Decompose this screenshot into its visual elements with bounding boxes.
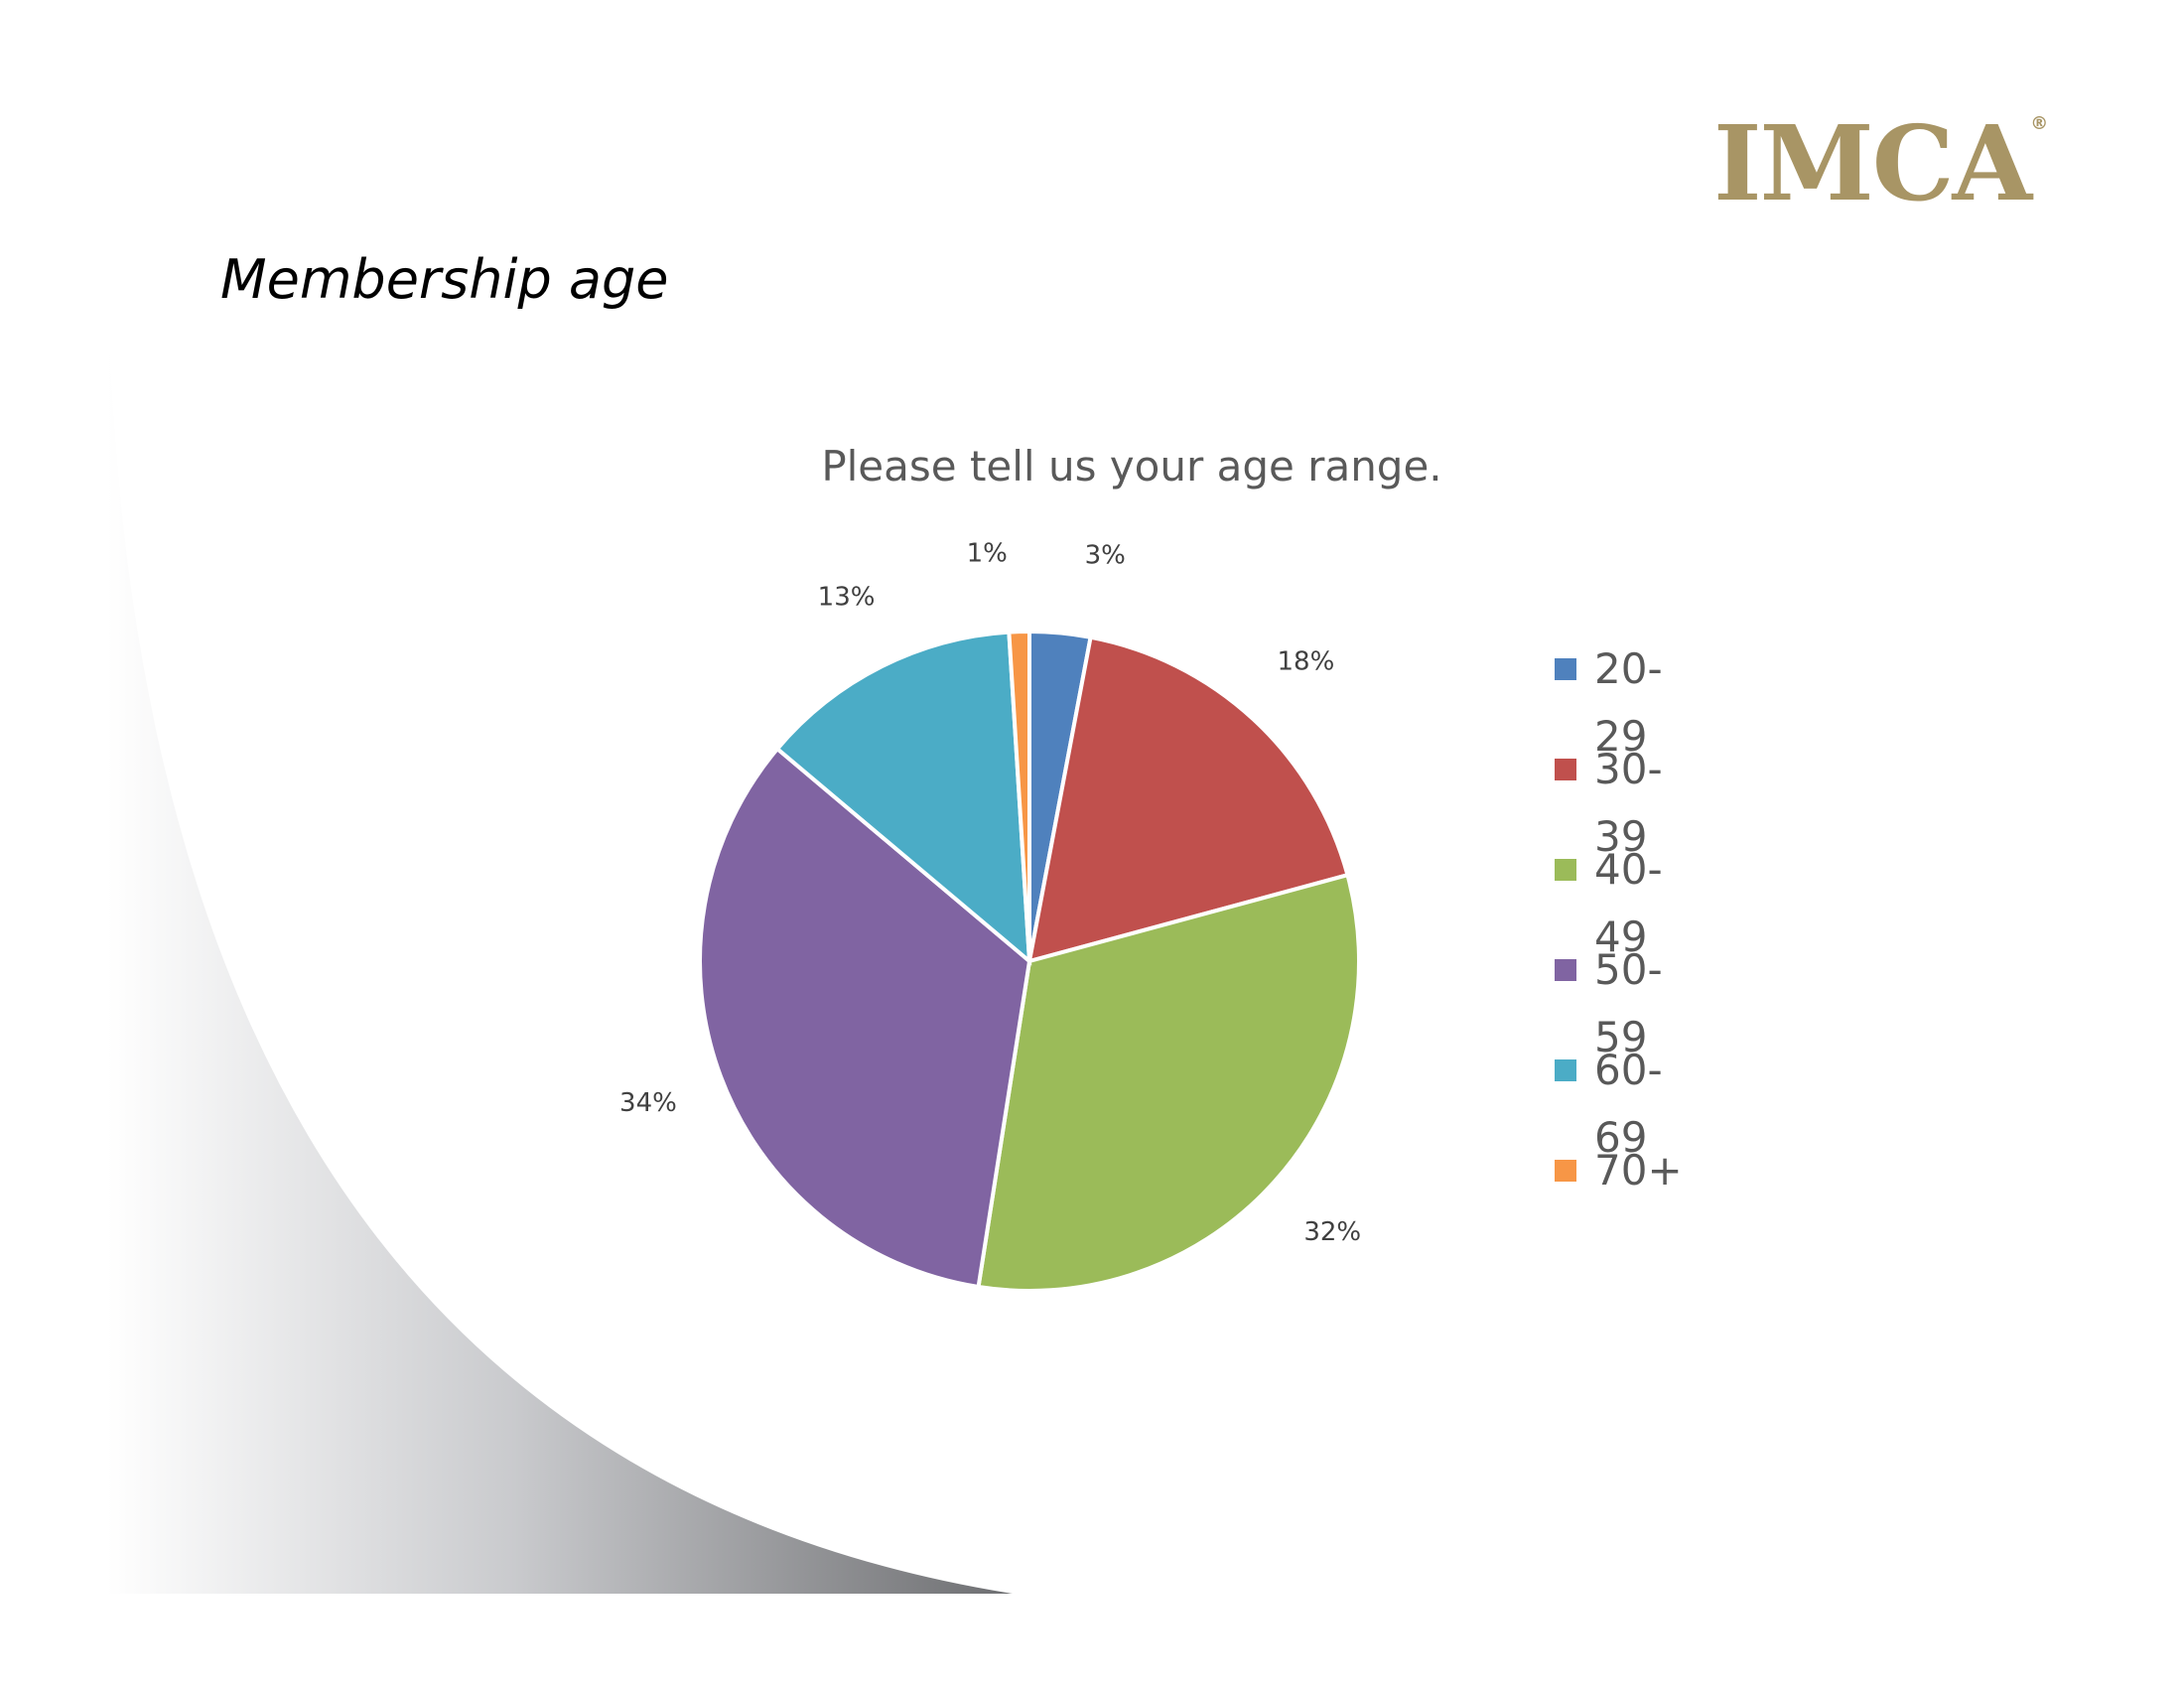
data-label-20-29: 3% (1085, 540, 1126, 570)
legend-swatch (1555, 959, 1576, 981)
chart-title: Please tell us your age range. (821, 442, 1442, 491)
legend-label: 70+ (1594, 1146, 1683, 1195)
pie-slice-50-59 (698, 746, 1032, 1290)
legend-swatch (1555, 859, 1576, 881)
data-label-60-69: 13% (818, 582, 876, 612)
pie-slice-70+ (1007, 629, 1031, 962)
legend-label: 30-39 (1594, 745, 1663, 861)
legend-swatch (1555, 658, 1576, 680)
pie-slice-30-39 (1026, 634, 1350, 964)
data-label-30-39: 18% (1278, 647, 1335, 677)
legend-label: 20-29 (1594, 644, 1663, 761)
legend-label: 60-69 (1594, 1046, 1663, 1162)
pie-slice-40-49 (976, 872, 1361, 1293)
pie-slice-60-69 (774, 630, 1032, 966)
legend-swatch (1555, 759, 1576, 780)
legend-swatch (1555, 1160, 1576, 1182)
imca-logo: IMCA® (1713, 102, 2048, 224)
data-label-50-59: 34% (619, 1088, 677, 1118)
slide-title: Membership age (220, 248, 669, 311)
legend-label: 50-59 (1594, 945, 1663, 1061)
data-label-40-49: 32% (1303, 1217, 1361, 1247)
legend-label: 40-49 (1594, 845, 1663, 961)
data-label-70+: 1% (967, 539, 1008, 569)
legend-swatch (1555, 1059, 1576, 1081)
